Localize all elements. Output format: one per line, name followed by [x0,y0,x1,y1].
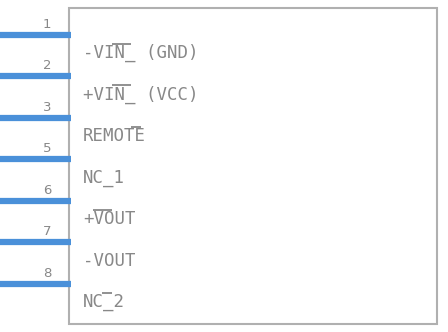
Text: 7: 7 [43,225,51,238]
Text: 6: 6 [43,184,51,197]
Text: 2: 2 [43,59,51,72]
Text: 3: 3 [43,101,51,114]
FancyBboxPatch shape [69,8,437,324]
Text: 1: 1 [43,18,51,31]
Text: +VIN_ (VCC): +VIN_ (VCC) [83,85,198,104]
Text: -VIN_ (GND): -VIN_ (GND) [83,44,198,62]
Text: NC_1: NC_1 [83,169,125,187]
Text: 5: 5 [43,142,51,155]
Text: +VOUT: +VOUT [83,210,135,228]
Text: REMOTE: REMOTE [83,127,146,145]
Text: 8: 8 [43,267,51,280]
Text: -VOUT: -VOUT [83,252,135,270]
Text: NC_2: NC_2 [83,293,125,311]
